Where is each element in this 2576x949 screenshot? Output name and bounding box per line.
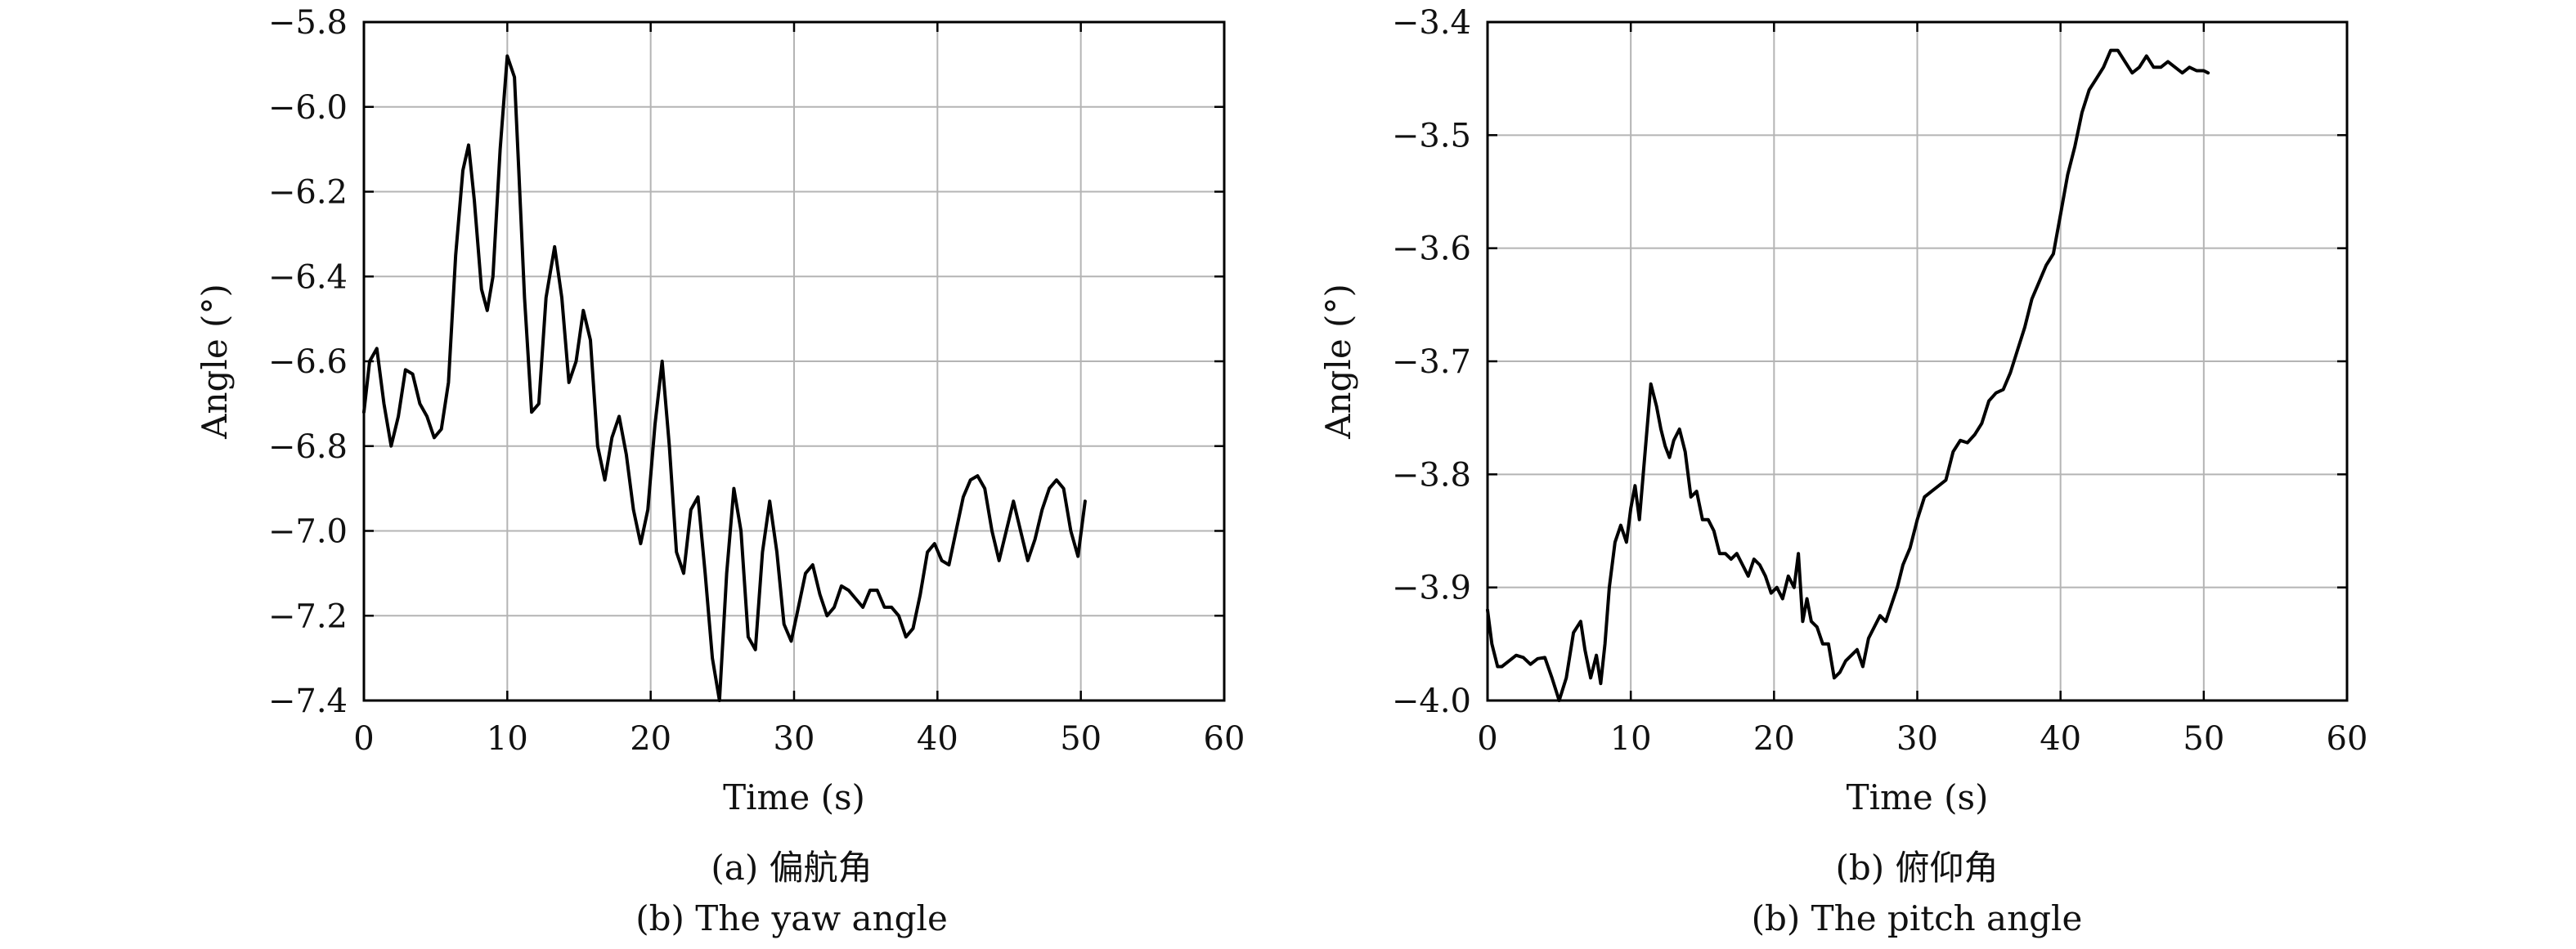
yaw-x-tick-label: 30 bbox=[774, 720, 815, 758]
yaw-y-tick-label: −6.8 bbox=[268, 428, 348, 466]
yaw-y-tick-label: −6.6 bbox=[268, 343, 348, 381]
yaw-chart-panel: (a) 偏航角 (b) The yaw angle 0 10 20 30 40 50 60 −… bbox=[195, 4, 1245, 938]
pitch-x-tick-label: 40 bbox=[2040, 720, 2081, 758]
pitch-x-tick-label: 60 bbox=[2327, 720, 2368, 758]
yaw-caption-cn: (a) 偏航角 bbox=[711, 848, 872, 888]
yaw-y-tick-label: −7.0 bbox=[268, 513, 348, 551]
yaw-x-tick-label: 0 bbox=[353, 720, 374, 758]
yaw-y-tick-label: −5.8 bbox=[268, 4, 348, 42]
yaw-x-tick-label: 40 bbox=[917, 720, 958, 758]
yaw-caption-en: (b) The yaw angle bbox=[635, 898, 948, 938]
pitch-x-tick-label: 10 bbox=[1610, 720, 1652, 758]
pitch-x-tick-label: 50 bbox=[2183, 720, 2224, 758]
pitch-x-tick-label: 30 bbox=[1896, 720, 1938, 758]
yaw-x-axis-label: Time (s) bbox=[723, 777, 865, 817]
yaw-y-tick-label: −7.2 bbox=[268, 598, 348, 635]
pitch-series-line bbox=[1486, 48, 2210, 702]
yaw-x-tick-label: 60 bbox=[1204, 720, 1245, 758]
pitch-y-tick-label: −3.6 bbox=[1392, 231, 1471, 268]
yaw-y-tick-label: −7.4 bbox=[268, 683, 348, 720]
pitch-chart-panel: (b) 俯仰角 (b) The pitch angle 0 10 20 30 40 50 6… bbox=[1318, 4, 2367, 938]
yaw-x-tick-label: 50 bbox=[1060, 720, 1102, 758]
yaw-y-tick-label: −6.0 bbox=[268, 89, 348, 127]
pitch-y-tick-label: −3.9 bbox=[1392, 570, 1471, 607]
yaw-x-tick-label: 20 bbox=[630, 720, 671, 758]
pitch-y-axis-label: Angle (°) bbox=[1318, 284, 1358, 440]
pitch-y-tick-label: −3.5 bbox=[1392, 117, 1471, 154]
pitch-y-tick-label: −3.4 bbox=[1392, 4, 1471, 42]
pitch-x-tick-label: 20 bbox=[1753, 720, 1795, 758]
pitch-x-tick-label: 0 bbox=[1477, 720, 1497, 758]
pitch-y-tick-label: −3.8 bbox=[1392, 456, 1471, 494]
pitch-y-tick-label: −3.7 bbox=[1392, 343, 1471, 381]
pitch-y-tick-label: −4.0 bbox=[1392, 683, 1471, 720]
pitch-caption-cn: (b) 俯仰角 bbox=[1835, 848, 1998, 888]
yaw-y-axis-label: Angle (°) bbox=[195, 284, 235, 440]
yaw-y-tick-label: −6.2 bbox=[268, 174, 348, 212]
pitch-caption-en: (b) The pitch angle bbox=[1752, 898, 2083, 938]
pitch-x-axis-label: Time (s) bbox=[1847, 777, 1989, 817]
yaw-x-tick-label: 10 bbox=[487, 720, 528, 758]
yaw-series-line bbox=[362, 54, 1087, 702]
yaw-y-tick-label: −6.4 bbox=[268, 258, 348, 296]
